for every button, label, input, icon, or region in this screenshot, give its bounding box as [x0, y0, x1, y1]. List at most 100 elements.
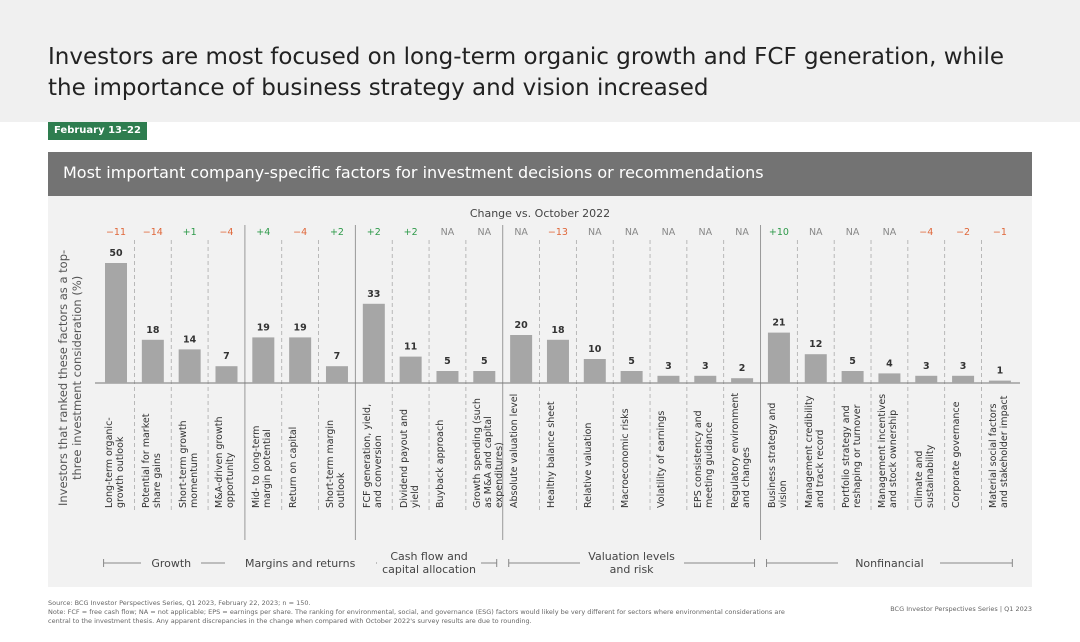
group-label: Nonfinancial	[838, 556, 941, 570]
x-tick-label: Business strategy and vision	[766, 402, 789, 508]
value-label: 19	[294, 322, 307, 333]
change-label: NA	[441, 227, 455, 238]
value-label: 7	[334, 351, 341, 362]
bar	[620, 371, 643, 383]
x-tick-label: EPS consistency and meeting guidance	[693, 410, 716, 508]
x-tick-label: Macroeconomic risks	[619, 408, 631, 508]
bar	[105, 263, 127, 383]
bar	[804, 354, 827, 383]
bar	[583, 359, 606, 383]
footer-right: BCG Investor Perspectives Series | Q1 20…	[890, 605, 1032, 613]
change-label: −11	[106, 227, 126, 238]
x-tick-label: Material social factors and stakeholder …	[987, 395, 1010, 508]
change-label: −2	[956, 227, 970, 238]
bar	[510, 335, 533, 383]
bar	[767, 332, 790, 383]
change-label: NA	[809, 227, 823, 238]
bar	[694, 375, 717, 383]
bar	[362, 303, 385, 383]
value-label: 12	[809, 339, 822, 350]
value-label: 33	[367, 289, 380, 300]
change-label: +4	[256, 227, 270, 238]
value-label: 50	[109, 248, 123, 259]
x-tick-label: Relative valuation	[582, 422, 594, 508]
bar	[325, 366, 348, 383]
change-label: NA	[846, 227, 860, 238]
note: Note: FCF = free cash flow; NA = not app…	[48, 608, 785, 625]
x-tick-label: Short-term margin outlook	[324, 419, 347, 508]
change-label: NA	[698, 227, 712, 238]
value-label: 5	[849, 356, 856, 367]
value-label: 5	[444, 356, 451, 367]
change-label: NA	[883, 227, 897, 238]
bar	[289, 337, 312, 383]
group-label: Growth	[141, 556, 202, 570]
change-label: +2	[330, 227, 344, 238]
x-tick-label: Management credibility and track record	[803, 395, 826, 508]
y-axis-label: Investors that ranked these factors as a…	[56, 249, 84, 507]
group-label: Valuation levels and risk	[579, 550, 684, 576]
change-label: NA	[625, 227, 639, 238]
bar	[988, 380, 1011, 383]
x-tick-label: Potential for market share gains	[140, 413, 163, 508]
x-tick-label: M&A-driven growth opportunity	[214, 416, 237, 508]
x-tick-label: Corporate governance	[951, 401, 963, 509]
change-label: NA	[477, 227, 491, 238]
value-label: 20	[515, 320, 529, 331]
value-label: 14	[183, 334, 197, 345]
change-label: −4	[919, 227, 933, 238]
change-label: −4	[293, 227, 307, 238]
change-title: Change vs. October 2022	[470, 207, 610, 220]
bar	[841, 371, 864, 383]
bar	[731, 378, 754, 383]
footnotes: Source: BCG Investor Perspectives Series…	[48, 599, 808, 626]
bar	[215, 366, 238, 383]
bar	[878, 373, 901, 383]
value-label: 5	[481, 356, 488, 367]
subtitle: Most important company-specific factors …	[63, 163, 764, 182]
x-tick-label: Mid- to long-term margin potential	[251, 425, 274, 508]
bar	[473, 371, 496, 383]
x-tick-label: Return on capital	[288, 426, 300, 508]
bar	[399, 356, 422, 383]
x-tick-label: Volatility of earnings	[656, 410, 668, 508]
bar	[252, 337, 275, 383]
value-label: 4	[886, 358, 893, 369]
value-label: 11	[404, 342, 417, 353]
value-label: 10	[588, 344, 602, 355]
title: Investors are most focused on long-term …	[48, 44, 1005, 101]
x-tick-label: Buyback approach	[435, 419, 447, 508]
change-label: +1	[183, 227, 197, 238]
change-label: −13	[548, 227, 568, 238]
value-label: 18	[551, 325, 565, 336]
value-label: 3	[702, 361, 709, 372]
title-band	[0, 0, 1080, 122]
change-label: NA	[588, 227, 602, 238]
value-label: 7	[223, 351, 230, 362]
value-label: 5	[628, 356, 635, 367]
group-label: Margins and returns	[224, 556, 376, 570]
bar	[436, 371, 459, 383]
change-label: +2	[404, 227, 418, 238]
value-label: 2	[739, 363, 746, 374]
source: Source: BCG Investor Perspectives Series…	[48, 599, 311, 607]
change-label: NA	[662, 227, 676, 238]
change-label: +10	[769, 227, 789, 238]
bar	[915, 375, 938, 383]
chart-panel	[48, 196, 1032, 587]
value-label: 21	[772, 318, 785, 329]
x-tick-label: Growth spending (such as M&A and capital…	[472, 398, 506, 508]
change-label: −14	[143, 227, 163, 238]
value-label: 3	[960, 361, 967, 372]
value-label: 1	[997, 366, 1004, 377]
x-tick-label: Regulatory environment and changes	[730, 392, 753, 508]
date-tag: February 13–22	[48, 122, 147, 140]
x-tick-label: Climate and sustainability	[914, 444, 937, 508]
value-label: 19	[257, 322, 270, 333]
subtitle-bar	[48, 152, 1032, 196]
bar	[952, 375, 975, 383]
bar	[141, 339, 164, 383]
x-tick-label: Portfolio strategy and reshaping or turn…	[840, 404, 863, 508]
x-tick-label: FCF generation, yield, and conversion	[361, 403, 384, 508]
change-label: NA	[735, 227, 749, 238]
